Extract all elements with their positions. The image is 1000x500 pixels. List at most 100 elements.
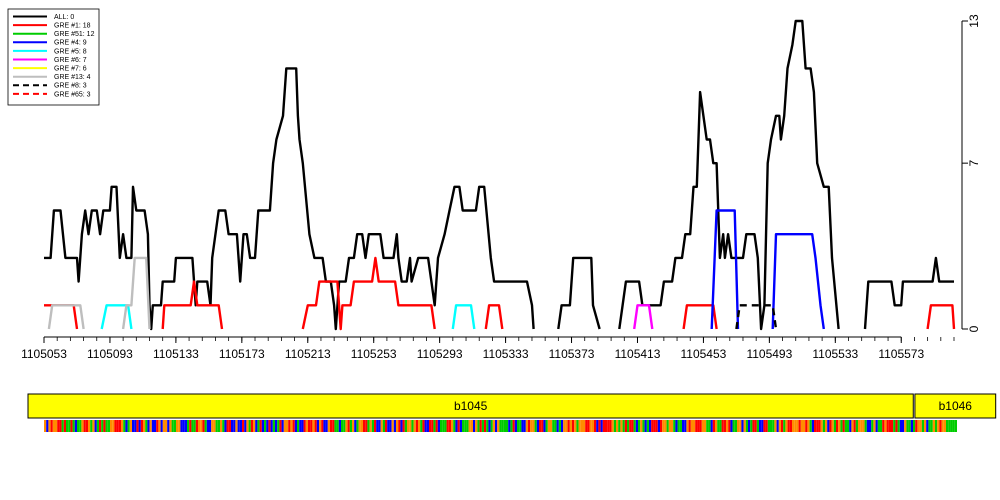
sequence-track: [44, 420, 957, 432]
gene-box-1: [914, 393, 997, 419]
sequence-base: [512, 420, 515, 432]
sequence-base: [739, 420, 742, 432]
sequence-base: [59, 420, 62, 432]
sequence-base: [701, 420, 704, 432]
sequence-base: [200, 420, 203, 432]
y-tick-label-1: 7: [967, 159, 981, 166]
series-line-1-1: [161, 280, 224, 330]
sequence-base: [189, 420, 192, 432]
sequence-base: [820, 420, 823, 432]
sequence-base: [928, 420, 931, 432]
sequence-base: [184, 420, 187, 432]
sequence-base: [818, 420, 821, 432]
sequence-base: [662, 420, 665, 432]
sequence-base: [341, 420, 344, 432]
sequence-base: [772, 420, 775, 432]
sequence-base: [413, 420, 416, 432]
sequence-base: [622, 420, 625, 432]
sequence-base: [127, 420, 130, 432]
sequence-base: [396, 420, 399, 432]
sequence-base: [646, 420, 649, 432]
sequence-base: [642, 420, 645, 432]
sequence-base: [261, 420, 264, 432]
sequence-base: [231, 420, 234, 432]
x-tick-label-12: 1105533: [812, 347, 858, 361]
sequence-base: [686, 420, 689, 432]
sequence-base: [618, 420, 621, 432]
sequence-base: [587, 420, 590, 432]
x-tick-label-13: 1105573: [878, 347, 924, 361]
sequence-base: [283, 420, 286, 432]
sequence-base: [292, 420, 295, 432]
sequence-base: [68, 420, 71, 432]
sequence-base: [807, 420, 810, 432]
x-tick-label-0: 1105053: [21, 347, 67, 361]
sequence-base: [528, 420, 531, 432]
sequence-base: [875, 420, 878, 432]
sequence-base: [644, 420, 647, 432]
sequence-base: [952, 420, 955, 432]
sequence-base: [250, 420, 253, 432]
sequence-base: [338, 420, 341, 432]
sequence-base: [539, 420, 542, 432]
legend-label-4: GRE #5: 8: [54, 48, 87, 55]
sequence-base: [244, 420, 247, 432]
sequence-base: [770, 420, 773, 432]
sequence-base: [796, 420, 799, 432]
sequence-base: [695, 420, 698, 432]
series-line-4-0: [633, 304, 654, 330]
sequence-base: [908, 420, 911, 432]
x-tick-label-11: 1105493: [746, 347, 792, 361]
sequence-base: [354, 420, 357, 432]
sequence-base: [787, 420, 790, 432]
sequence-base: [569, 420, 572, 432]
sequence-base: [457, 420, 460, 432]
sequence-base: [169, 420, 172, 432]
sequence-base: [783, 420, 786, 432]
sequence-base: [633, 420, 636, 432]
sequence-base: [473, 420, 476, 432]
sequence-base: [305, 420, 308, 432]
sequence-base: [523, 420, 526, 432]
sequence-base: [147, 420, 150, 432]
sequence-base: [860, 420, 863, 432]
x-tick-label-5: 1105253: [351, 347, 397, 361]
sequence-base: [917, 420, 920, 432]
sequence-base: [253, 420, 256, 432]
sequence-base: [116, 420, 119, 432]
sequence-base: [853, 420, 856, 432]
sequence-base: [534, 420, 537, 432]
sequence-base: [567, 420, 570, 432]
sequence-base: [180, 420, 183, 432]
sequence-base: [732, 420, 735, 432]
sequence-base: [198, 420, 201, 432]
sequence-base: [671, 420, 674, 432]
sequence-base: [836, 420, 839, 432]
sequence-base: [536, 420, 539, 432]
sequence-base: [946, 420, 949, 432]
sequence-base: [589, 420, 592, 432]
sequence-base: [919, 420, 922, 432]
sequence-base: [156, 420, 159, 432]
sequence-base: [803, 420, 806, 432]
sequence-base: [844, 420, 847, 432]
sequence-base: [519, 420, 522, 432]
sequence-base: [81, 420, 84, 432]
sequence-base: [904, 420, 907, 432]
sequence-base: [563, 420, 566, 432]
sequence-base: [83, 420, 86, 432]
sequence-base: [737, 420, 740, 432]
sequence-base: [814, 420, 817, 432]
sequence-base: [143, 420, 146, 432]
sequence-base: [877, 420, 880, 432]
sequence-base: [323, 420, 326, 432]
sequence-base: [774, 420, 777, 432]
sequence-base: [895, 420, 898, 432]
sequence-base: [763, 420, 766, 432]
sequence-base: [620, 420, 623, 432]
sequence-base: [88, 420, 91, 432]
sequence-base: [631, 420, 634, 432]
sequence-base: [277, 420, 280, 432]
sequence-base: [455, 420, 458, 432]
sequence-base: [811, 420, 814, 432]
